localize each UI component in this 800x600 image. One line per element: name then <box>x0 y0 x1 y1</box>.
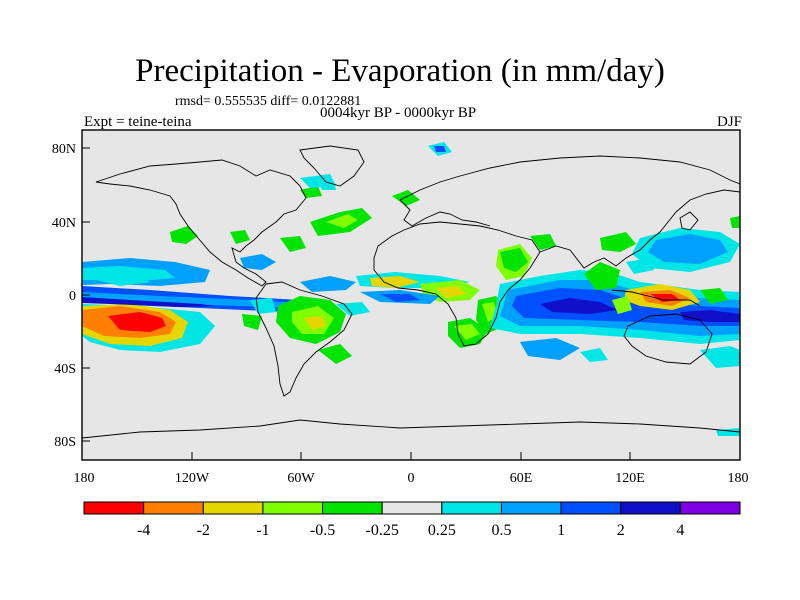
colorbar-box <box>262 501 324 515</box>
coastline-europe <box>399 199 491 227</box>
anomaly-blob <box>612 296 632 314</box>
colorbar-label: -1 <box>256 522 269 539</box>
anomaly-blob <box>584 262 620 290</box>
anomaly-blob <box>108 312 166 332</box>
colorbar-label: -0.25 <box>366 522 399 539</box>
coastline-eurasia-north <box>399 155 740 201</box>
colorbar-box <box>143 501 204 515</box>
colorbar-label: 1 <box>557 522 565 539</box>
anomaly-blob <box>300 186 322 198</box>
coastline-japan <box>679 211 699 231</box>
anomaly-blob <box>580 348 608 362</box>
axis-ticks <box>81 147 741 460</box>
colorbar-label: 4 <box>676 522 684 539</box>
anomaly-blob <box>600 232 636 252</box>
colorbar-label: -4 <box>137 522 150 539</box>
anomaly-blob <box>730 216 740 228</box>
coastline-north-america <box>95 159 307 287</box>
anomaly-blob <box>626 258 654 274</box>
lon-labels: 180 120W 60W 0 60E 120E 180 <box>74 471 749 486</box>
coastline-antarctica <box>82 419 740 439</box>
coastline-asia-south <box>539 189 740 269</box>
lon-label: 120E <box>615 471 645 486</box>
anomaly-blob <box>240 254 276 270</box>
experiment-label: Expt = teine-teina <box>84 114 192 130</box>
colorbar-box <box>381 501 443 515</box>
precip-field <box>82 142 740 436</box>
coastline-africa-eurasia <box>373 221 541 347</box>
anomaly-blob <box>300 276 356 292</box>
colorbar: -4 -2 -1 -0.5 -0.25 0.25 0.5 1 2 4 <box>83 501 741 539</box>
anomaly-blob <box>170 226 198 244</box>
anomaly-blob <box>242 314 262 330</box>
coastline-south-america <box>255 281 353 397</box>
lat-labels: 80N 40N 0 40S 80S <box>52 142 76 450</box>
colorbar-box <box>560 501 622 515</box>
stats-text: rmsd= 0.555535 diff= 0.0122881 <box>175 94 362 109</box>
anomaly-blob <box>370 276 420 288</box>
anomaly-blob <box>500 248 528 272</box>
colorbar-box <box>83 501 145 515</box>
anomaly-blob <box>700 288 728 304</box>
colorbar-box <box>679 501 741 515</box>
anomaly-blob <box>96 276 150 286</box>
anomaly-blob <box>336 302 370 316</box>
anomaly-blob <box>304 316 326 330</box>
anomaly-blob <box>82 266 175 281</box>
lat-label: 80S <box>54 435 76 450</box>
subtitle: 0004kyr BP - 0000kyr BP <box>320 105 477 121</box>
anomaly-blob <box>454 324 480 340</box>
lat-label: 80N <box>52 142 76 157</box>
coastlines <box>82 145 740 439</box>
colorbar-box <box>202 501 264 515</box>
colorbar-box <box>620 501 681 515</box>
lon-label: 180 <box>74 471 95 486</box>
colorbar-label: -2 <box>197 522 210 539</box>
colorbar-label: -0.5 <box>310 522 335 539</box>
lat-label: 40N <box>52 216 76 231</box>
lon-label: 120W <box>175 471 210 486</box>
lat-label: 40S <box>54 362 76 377</box>
anomaly-blob <box>540 298 618 314</box>
map-title: Precipitation - Evaporation (in mm/day) <box>135 53 665 89</box>
anomaly-blob <box>82 297 215 307</box>
season-label: DJF <box>716 114 742 130</box>
colorbar-label: 0.25 <box>428 522 456 539</box>
colorbar-label: 0.5 <box>491 522 511 539</box>
lon-label: 60E <box>510 471 533 486</box>
anomaly-blob <box>436 286 466 298</box>
anomaly-blob <box>280 236 306 252</box>
anomaly-blob <box>530 234 556 250</box>
anomaly-blob <box>520 338 580 360</box>
anomaly-blob <box>648 234 728 264</box>
anomaly-blob <box>318 344 352 364</box>
coastline-indonesia <box>611 289 701 307</box>
lat-label: 0 <box>69 289 76 304</box>
colorbar-box <box>322 501 383 515</box>
coastline-australia <box>623 313 713 365</box>
lon-label: 180 <box>728 471 749 486</box>
anomaly-blob <box>434 146 446 152</box>
anomaly-blob <box>230 230 250 244</box>
colorbar-box <box>500 501 562 515</box>
anomaly-blob <box>380 294 420 302</box>
colorbar-box <box>441 501 502 515</box>
colorbar-label: 2 <box>617 522 625 539</box>
lon-label: 0 <box>408 471 415 486</box>
anomaly-blob <box>326 214 358 228</box>
anomaly-blob <box>700 346 740 368</box>
coastline-greenland <box>299 145 365 187</box>
anomaly-blob <box>392 190 420 206</box>
lon-label: 60W <box>287 471 315 486</box>
